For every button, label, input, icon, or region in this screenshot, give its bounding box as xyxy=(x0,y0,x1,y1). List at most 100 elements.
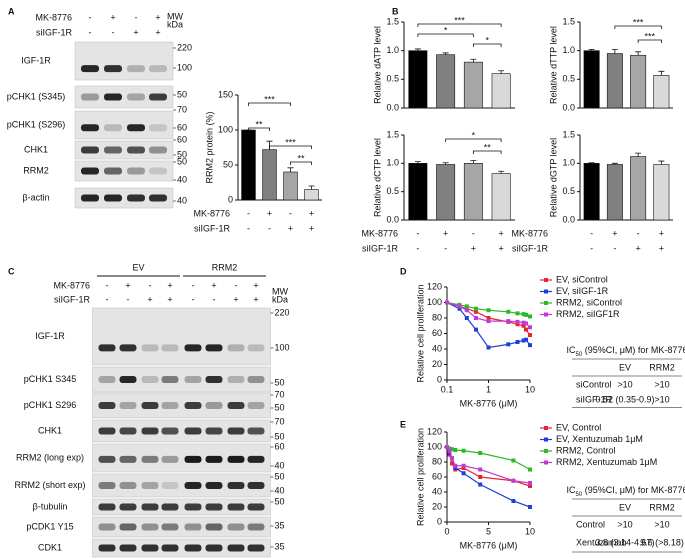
band xyxy=(98,402,116,409)
blot-strip xyxy=(92,307,271,366)
treatment-label: MK-8776 xyxy=(53,280,90,290)
point xyxy=(523,337,528,342)
blot-strip xyxy=(74,140,174,160)
legend-marker xyxy=(544,449,548,453)
mw-unit: MW xyxy=(272,286,288,296)
band xyxy=(227,523,245,531)
row-label: Control xyxy=(576,519,605,529)
treatment-sign: + xyxy=(659,228,664,238)
blot-strip xyxy=(74,85,174,109)
legend-marker xyxy=(544,278,548,282)
treatment-label: siIGF-1R xyxy=(194,223,231,233)
table-cell: >10 xyxy=(654,519,669,529)
point xyxy=(474,327,479,332)
error-bar xyxy=(588,49,595,51)
y-tick-label: 1.5 xyxy=(386,16,399,26)
table-cell: 9.6 (>8.18) xyxy=(640,537,684,547)
band xyxy=(98,344,116,352)
point xyxy=(528,314,532,319)
title-sub: 50 xyxy=(576,492,583,498)
band xyxy=(227,544,245,552)
point xyxy=(528,481,532,485)
bar xyxy=(262,149,277,201)
bar xyxy=(606,164,623,221)
band xyxy=(127,194,145,202)
point xyxy=(528,325,532,330)
point xyxy=(486,319,491,324)
point xyxy=(449,456,454,461)
significance-bracket xyxy=(445,138,502,142)
band xyxy=(227,344,245,352)
treatment-sign: + xyxy=(211,280,216,290)
table-title: IC50 (95%CI, μM) for MK-8776 xyxy=(567,485,685,497)
point xyxy=(511,458,516,463)
mw-label: 60 xyxy=(177,122,187,132)
y-tick-label: 1.0 xyxy=(562,45,575,55)
band xyxy=(247,427,265,435)
band xyxy=(149,65,167,73)
point xyxy=(506,309,511,314)
point xyxy=(478,475,483,479)
error-bar xyxy=(414,161,421,164)
y-tick-label: 0 xyxy=(228,194,233,204)
treatment-sign: - xyxy=(289,208,292,218)
y-tick-label: 0.5 xyxy=(386,186,399,196)
band xyxy=(119,455,137,463)
bar xyxy=(463,163,483,221)
band xyxy=(184,376,202,383)
column-header: EV xyxy=(619,502,631,512)
point xyxy=(486,345,491,350)
point xyxy=(511,499,516,503)
significance-bracket xyxy=(417,33,474,37)
row-label: siControl xyxy=(576,379,612,389)
band xyxy=(161,523,179,531)
point xyxy=(528,467,532,472)
y-tick-label: 0.5 xyxy=(386,74,399,84)
mw-label: 220 xyxy=(177,42,192,52)
band xyxy=(141,544,159,552)
legend-label: RRM2, Control xyxy=(556,445,616,455)
point xyxy=(506,319,511,324)
band xyxy=(104,194,122,202)
group-label: EV xyxy=(132,262,144,272)
error-bar xyxy=(287,167,294,172)
band xyxy=(205,455,223,463)
band xyxy=(98,523,116,531)
band xyxy=(104,65,122,73)
band xyxy=(119,544,137,552)
error-bar xyxy=(470,160,477,164)
blot-strip xyxy=(92,498,271,516)
band xyxy=(161,344,179,352)
title-rest: (95%CI, μM) for MK-8776 xyxy=(582,485,685,495)
point xyxy=(486,316,491,320)
band xyxy=(205,344,223,352)
treatment-sign: + xyxy=(167,294,172,304)
mw-label: 50 xyxy=(177,156,187,166)
y-axis-label: Relative cell proliferation xyxy=(415,284,425,382)
series-line xyxy=(446,446,531,508)
treatment-label: siIGF-1R xyxy=(54,294,91,304)
blot-label: CDK1 xyxy=(38,542,62,552)
treatment-sign: - xyxy=(127,294,130,304)
legend-label: RRM2, siIGF1R xyxy=(556,309,620,319)
band xyxy=(149,194,167,202)
treatment-sign: - xyxy=(106,294,109,304)
panel-label: E xyxy=(400,419,406,429)
mw-label: 50 xyxy=(275,431,285,441)
legend-label: EV, siIGF-1R xyxy=(556,286,609,296)
legend-label: EV, Xentuzumab 1μM xyxy=(556,434,643,444)
point xyxy=(453,466,458,470)
treatment-sign: - xyxy=(149,280,152,290)
bar xyxy=(653,164,670,221)
mw-label: 60 xyxy=(177,134,187,144)
band xyxy=(81,146,99,154)
band xyxy=(247,344,265,352)
treatment-sign: + xyxy=(133,27,138,37)
band xyxy=(119,482,137,489)
significance-label: *** xyxy=(633,17,644,27)
x-tick-label: 10 xyxy=(525,384,535,394)
band xyxy=(127,146,145,154)
mw-unit: MW xyxy=(167,11,183,21)
band xyxy=(104,124,122,132)
